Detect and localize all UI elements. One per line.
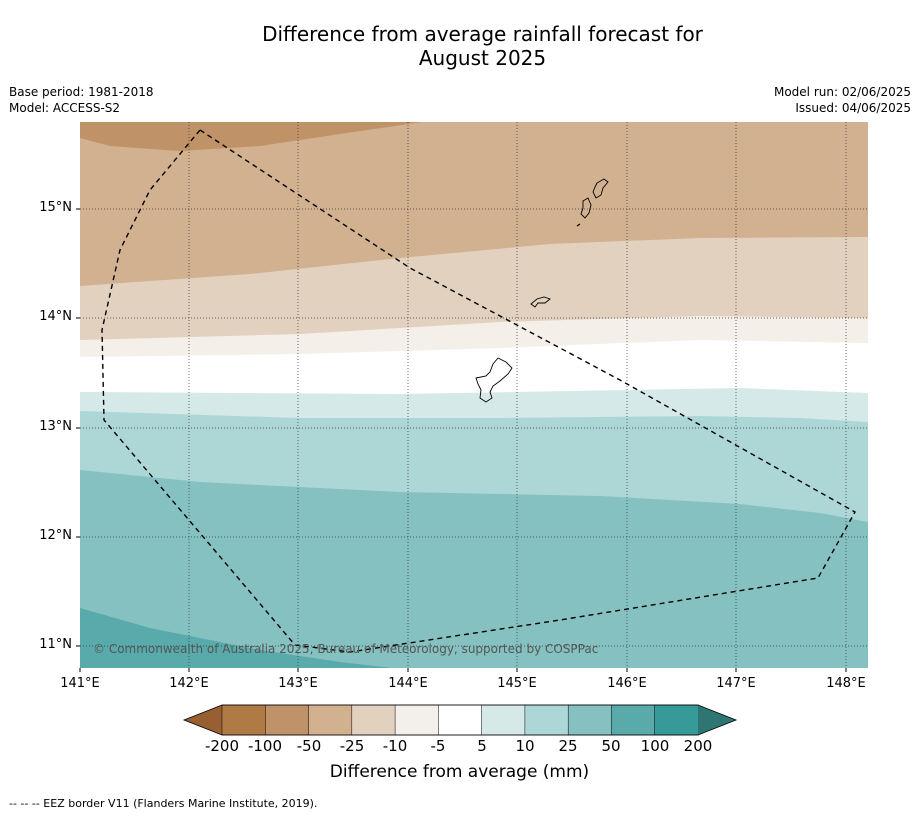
base-period-text: Base period: 1981-2018 — [9, 85, 154, 99]
colorbar-cell — [351, 704, 396, 736]
colorbar-max-arrow — [698, 705, 736, 735]
colorbar-cell — [654, 704, 699, 736]
colorbar-label: 50 — [601, 737, 621, 755]
colorbar-cell — [567, 704, 613, 736]
colorbar-label: 10 — [515, 737, 535, 755]
colorbar-label: -200 — [204, 737, 240, 755]
colorbar-label: -25 — [339, 737, 365, 755]
colorbar-cell — [524, 704, 569, 736]
colorbar-cell — [265, 704, 310, 736]
colorbar-label: 25 — [558, 737, 578, 755]
meta-right: Model run: 02/06/2025 Issued: 04/06/2025 — [774, 84, 911, 116]
title-line-1: Difference from average rainfall forecas… — [262, 22, 703, 46]
map-title: Difference from average rainfall forecas… — [0, 22, 919, 70]
eez-footnote: -- -- -- EEZ border V11 (Flanders Marine… — [9, 797, 318, 810]
lat-label: 11°N — [39, 637, 72, 652]
colorbar-title: Difference from average (mm) — [329, 762, 590, 782]
eez-border — [101, 129, 856, 653]
colorbar-cell — [308, 704, 353, 736]
colorbar-label: 100 — [640, 737, 670, 755]
band-minus-50-100 — [80, 122, 422, 151]
lon-label: 148°E — [826, 676, 866, 691]
model-text: Model: ACCESS-S2 — [9, 101, 121, 115]
colorbar-label: -5 — [430, 737, 446, 755]
rainfall-field — [80, 122, 868, 668]
colorbar-cell — [481, 704, 526, 736]
colorbar-cell — [438, 704, 483, 736]
island-aguijan — [576, 223, 581, 227]
island-saipan — [592, 178, 609, 199]
colorbar-cell — [221, 704, 267, 736]
lon-label: 141°E — [60, 676, 100, 691]
title-line-2: August 2025 — [418, 46, 547, 70]
band-minus-25-50 — [80, 122, 868, 286]
colorbar-label: 5 — [477, 737, 487, 755]
lon-label: 143°E — [278, 676, 318, 691]
colorbar-cell — [394, 704, 440, 736]
tick-marks — [76, 208, 847, 672]
issued-text: Issued: 04/06/2025 — [795, 101, 911, 115]
lon-label: 147°E — [716, 676, 756, 691]
island-tinian — [580, 197, 592, 219]
colorbar — [182, 704, 738, 736]
meta-left: Base period: 1981-2018 Model: ACCESS-S2 — [9, 84, 154, 116]
lon-label: 144°E — [388, 676, 428, 691]
lon-label: 145°E — [497, 676, 537, 691]
copyright-text: © Commonwealth of Australia 2025, Bureau… — [93, 642, 599, 656]
colorbar-cell — [611, 704, 656, 736]
lat-label: 15°N — [39, 200, 72, 215]
island-rota — [530, 296, 551, 308]
lon-label: 146°E — [607, 676, 647, 691]
lat-label: 12°N — [39, 528, 72, 543]
lat-label: 13°N — [39, 419, 72, 434]
island-guam — [475, 357, 513, 403]
colorbar-label: -50 — [296, 737, 322, 755]
lat-label: 14°N — [39, 309, 72, 324]
colorbar-min-arrow — [184, 705, 222, 735]
gridlines — [80, 122, 868, 668]
colorbar-label: -10 — [382, 737, 408, 755]
colorbar-label: -100 — [247, 737, 283, 755]
colorbar-label: 200 — [683, 737, 713, 755]
lon-label: 142°E — [169, 676, 209, 691]
model-run-text: Model run: 02/06/2025 — [773, 85, 911, 99]
